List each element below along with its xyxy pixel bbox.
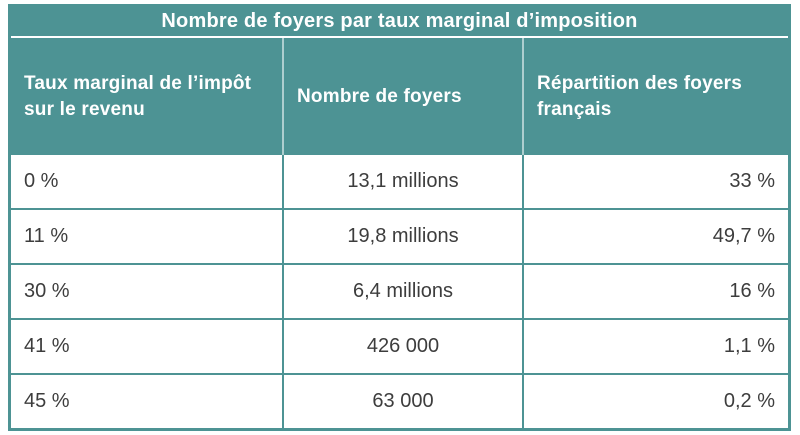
table-cell: 426 000 [284, 320, 524, 375]
table-title: Nombre de foyers par taux marginal d’imp… [11, 7, 788, 38]
table-cell: 63 000 [284, 375, 524, 428]
tax-rate-table: Nombre de foyers par taux marginal d’imp… [8, 4, 791, 431]
table-cell: 45 % [11, 375, 284, 428]
table-cell: 41 % [11, 320, 284, 375]
table-cell: 13,1 millions [284, 155, 524, 210]
column-header-repartition: Répartition des foyers français [524, 38, 788, 155]
column-header-nombre-foyers: Nombre de foyers [284, 38, 524, 155]
table-cell: 0,2 % [524, 375, 788, 428]
table-cell: 30 % [11, 265, 284, 320]
table-cell: 16 % [524, 265, 788, 320]
table-cell: 1,1 % [524, 320, 788, 375]
table-grid: Taux marginal de l’impôt sur le revenu N… [11, 38, 788, 428]
table-cell: 19,8 millions [284, 210, 524, 265]
table-cell: 11 % [11, 210, 284, 265]
table-cell: 49,7 % [524, 210, 788, 265]
column-header-taux-marginal: Taux marginal de l’impôt sur le revenu [11, 38, 284, 155]
table-cell: 6,4 millions [284, 265, 524, 320]
table-cell: 33 % [524, 155, 788, 210]
table-cell: 0 % [11, 155, 284, 210]
